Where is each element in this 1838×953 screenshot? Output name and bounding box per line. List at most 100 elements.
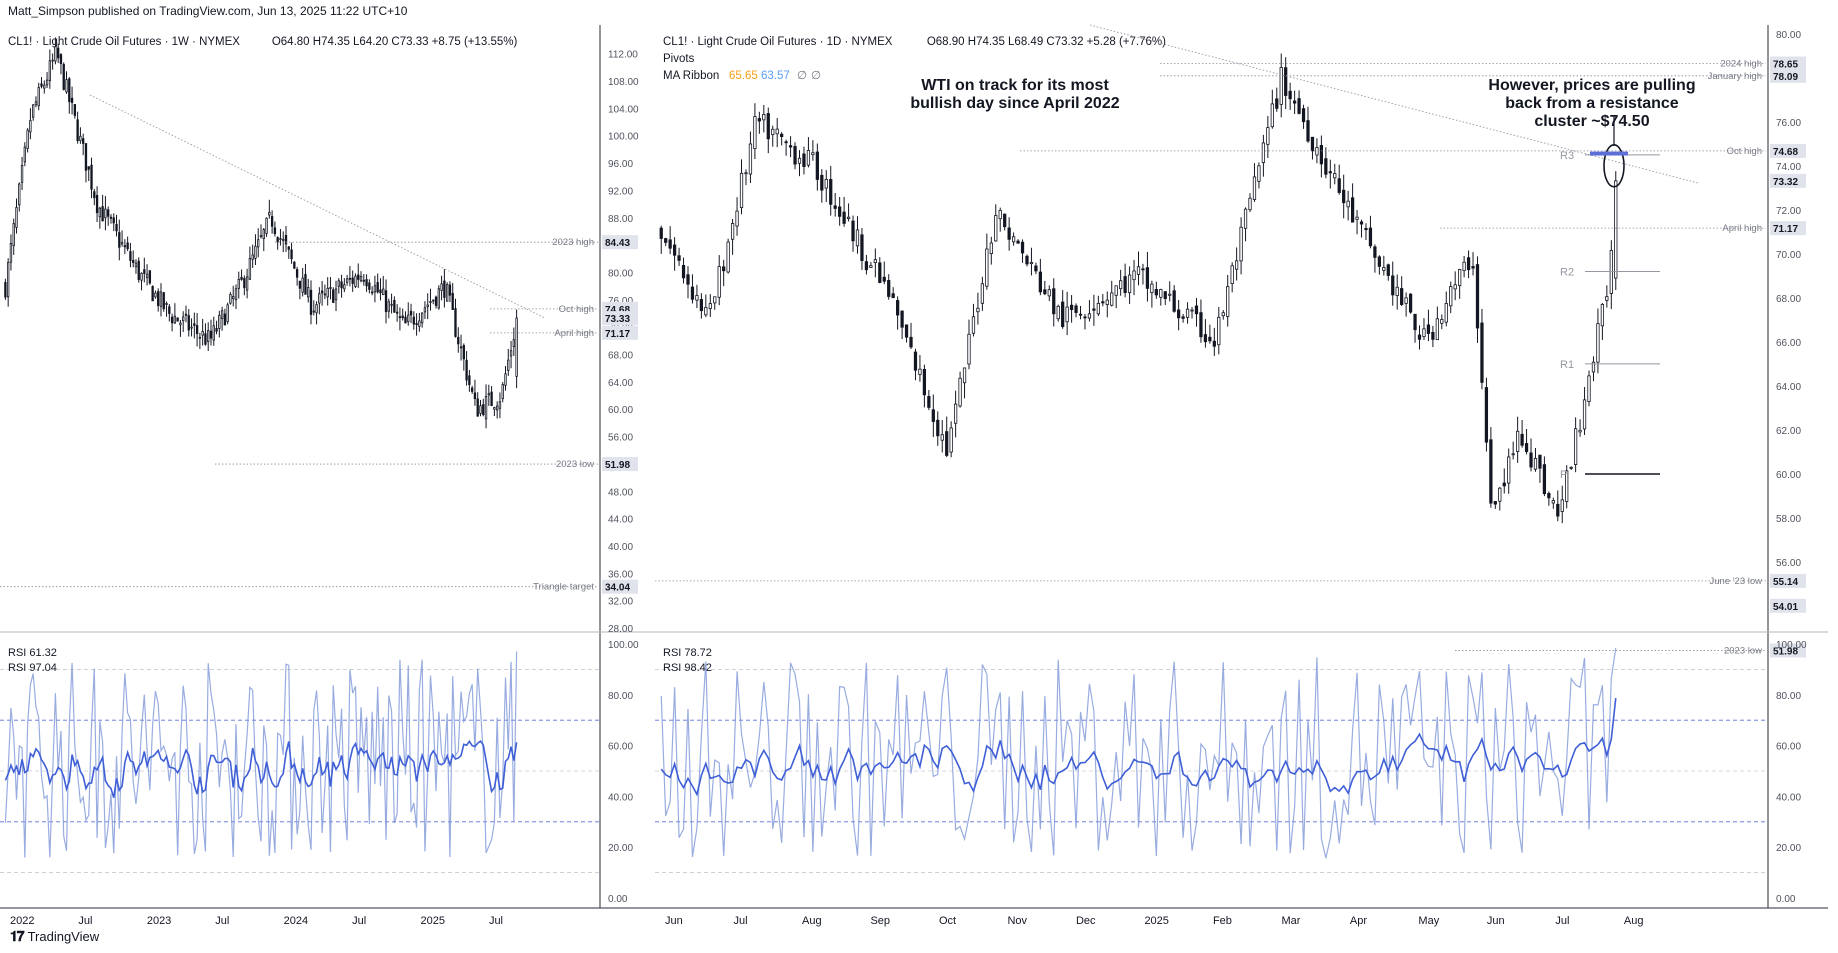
pivot-label-r2: R2: [1560, 266, 1574, 278]
candle-body: [1350, 197, 1355, 223]
candle-body: [1498, 487, 1502, 502]
candle-body: [931, 409, 935, 422]
candle-body: [690, 286, 695, 300]
price-tag-label: 74.68: [1773, 147, 1798, 158]
price-tag: [602, 311, 638, 326]
candle-body: [107, 209, 110, 217]
x-tick-label: Jul: [352, 915, 366, 927]
y-tick-label: 32.00: [608, 597, 633, 608]
candle-body: [1524, 443, 1529, 453]
candle-body: [788, 145, 793, 148]
candle-body: [343, 284, 346, 290]
rsi-readout-2: RSI 98.42: [663, 662, 712, 674]
y-tick-label: 108.00: [608, 77, 639, 88]
candle-body: [137, 260, 140, 280]
candle-body: [326, 287, 329, 298]
candle-body: [1520, 433, 1524, 446]
candle-body: [855, 229, 860, 247]
candle-body: [418, 320, 421, 327]
candle-body: [470, 387, 474, 392]
candle-body: [1507, 456, 1511, 484]
candle-body: [766, 113, 770, 140]
y-tick-label: 48.00: [608, 487, 633, 498]
candle-body: [1029, 261, 1034, 265]
candle-body: [726, 241, 730, 273]
candle-body: [482, 404, 485, 416]
candle-body: [985, 248, 989, 287]
candle-body: [179, 322, 182, 326]
candle-body: [1069, 304, 1074, 310]
candle-body: [51, 59, 54, 62]
rsi-tick-label: 60.00: [1776, 742, 1801, 753]
candle-body: [713, 296, 717, 304]
candle-body: [395, 311, 399, 314]
candle-body: [445, 284, 449, 302]
price-tag: [1770, 68, 1806, 83]
candle-body: [1194, 305, 1199, 315]
candle-body: [409, 310, 413, 316]
candle-body: [476, 398, 479, 417]
candle-body: [1052, 288, 1056, 315]
candle-body: [989, 242, 993, 255]
candle-body: [1431, 332, 1435, 340]
candle-body: [672, 244, 677, 256]
candle-body: [337, 280, 340, 287]
level-label: 2024 high: [1720, 59, 1762, 70]
candle-body: [940, 434, 944, 441]
candle-body: [195, 325, 199, 335]
candle-body: [398, 316, 402, 319]
candle-body: [1061, 301, 1065, 328]
candle-body: [1533, 458, 1538, 470]
chart-title: CL1! · Light Crude Oil Futures · 1W · NY…: [8, 36, 240, 48]
candle-body: [1284, 67, 1288, 96]
candle-body: [73, 104, 77, 116]
rsi-readout-1: RSI 78.72: [663, 647, 712, 659]
x-tick-label: Mar: [1281, 915, 1300, 927]
y-tick-label: 28.00: [608, 624, 633, 635]
price-tag: [1770, 56, 1806, 71]
candle-body: [362, 279, 365, 282]
candle-body: [1480, 322, 1484, 383]
candle-body: [9, 242, 13, 263]
candle-body: [1333, 173, 1337, 179]
candle-body: [838, 206, 842, 217]
candle-body: [393, 299, 396, 313]
candle-body: [1083, 316, 1087, 319]
candle-body: [1266, 127, 1270, 145]
candle-body: [1471, 266, 1475, 269]
candle-body: [232, 296, 235, 300]
candle-body: [359, 275, 363, 282]
candle-body: [1020, 241, 1025, 254]
tradingview-logo[interactable]: 𝟏𝟕 TradingView: [10, 928, 99, 945]
candle-body: [340, 281, 343, 289]
candle-body: [1582, 399, 1587, 430]
candle-body: [806, 150, 811, 166]
candle-body: [245, 276, 249, 291]
ma-ribbon-value-3: ∅: [797, 70, 807, 82]
y-tick-label: 64.00: [608, 378, 633, 389]
candle-body: [254, 245, 257, 259]
ma-ribbon-value-2: 63.57: [761, 70, 790, 82]
annotation-1-line-1: WTI on track for its most: [921, 77, 1109, 94]
candle-body: [1127, 274, 1132, 294]
price-tag-label: 78.09: [1773, 72, 1798, 83]
candle-body: [159, 291, 163, 307]
candle-body: [162, 292, 165, 310]
candle-body: [1181, 316, 1185, 319]
rsi-tick-label: 0.00: [608, 894, 628, 905]
candle-body: [98, 207, 102, 218]
rsi-tick-label: 60.00: [608, 742, 633, 753]
price-tag: [1770, 643, 1806, 658]
candle-body: [34, 101, 38, 106]
candle-body: [1132, 270, 1136, 281]
candle-body: [1159, 289, 1163, 298]
price-tag: [1770, 143, 1806, 158]
candle-body: [1114, 285, 1118, 296]
candle-body: [922, 368, 927, 396]
candle-body: [708, 303, 712, 309]
candle-body: [1306, 120, 1310, 142]
candle-body: [1346, 200, 1350, 208]
candle-body: [1551, 500, 1555, 504]
level-label: Oct high: [1727, 146, 1762, 157]
